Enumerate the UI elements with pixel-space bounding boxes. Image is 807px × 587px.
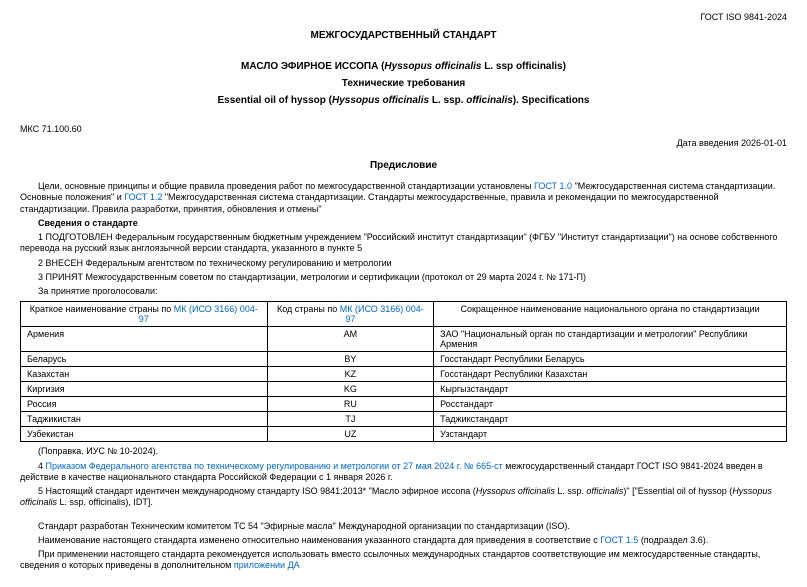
paragraph-order: 4 Приказом Федерального агентства по тех… [20, 461, 787, 484]
paragraph-prepared: 1 ПОДГОТОВЛЕН Федеральным государственны… [20, 232, 787, 255]
cell-org: Госстандарт Республики Беларусь [434, 352, 787, 367]
paragraph-goals: Цели, основные принципы и общие правила … [20, 181, 787, 215]
cell-country: Беларусь [21, 352, 268, 367]
cell-code: BY [267, 352, 434, 367]
table-row: РоссияRUРосстандарт [21, 397, 787, 412]
subtitle-ru: Технические требования [20, 78, 787, 89]
cell-org: ЗАО "Национальный орган по стандартизаци… [434, 327, 787, 352]
cell-org: Таджикстандарт [434, 412, 787, 427]
link-gost-1-5[interactable]: ГОСТ 1.5 [600, 535, 638, 545]
cell-code: TJ [267, 412, 434, 427]
paragraph-tc: Стандарт разработан Техническим комитето… [20, 521, 787, 532]
paragraph-amendment: (Поправка. ИУС № 10-2024). [20, 446, 787, 457]
paragraph-voted: За принятие проголосовали: [20, 286, 787, 297]
preface-heading: Предисловие [20, 160, 787, 171]
table-row: АрменияAMЗАО "Национальный орган по стан… [21, 327, 787, 352]
cell-code: KZ [267, 367, 434, 382]
info-heading: Сведения о стандарте [20, 218, 787, 229]
table-row: КиргизияKGКыргызстандарт [21, 382, 787, 397]
cell-country: Узбекистан [21, 427, 268, 442]
cell-org: Госстандарт Республики Казахстан [434, 367, 787, 382]
table-row: УзбекистанUZУзстандарт [21, 427, 787, 442]
title-en: Essential oil of hyssop (Hyssopus offici… [20, 95, 787, 106]
cell-country: Казахстан [21, 367, 268, 382]
paragraph-references: При применении настоящего стандарта реко… [20, 549, 787, 572]
cell-country: Армения [21, 327, 268, 352]
table-header-row: Краткое наименование страны по МК (ИСО 3… [21, 302, 787, 327]
cell-org: Кыргызстандарт [434, 382, 787, 397]
paragraph-naming: Наименование настоящего стандарта измене… [20, 535, 787, 546]
title-ru: МАСЛО ЭФИРНОЕ ИССОПА (Hyssopus officinal… [20, 61, 787, 72]
cell-code: KG [267, 382, 434, 397]
table-row: КазахстанKZГосстандарт Республики Казахс… [21, 367, 787, 382]
link-gost-1-2[interactable]: ГОСТ 1.2 [124, 192, 162, 202]
link-order[interactable]: Приказом Федерального агентства по техни… [46, 461, 503, 471]
main-title: МЕЖГОСУДАРСТВЕННЫЙ СТАНДАРТ [20, 30, 787, 41]
col-country: Краткое наименование страны по МК (ИСО 3… [21, 302, 268, 327]
cell-code: AM [267, 327, 434, 352]
cell-code: RU [267, 397, 434, 412]
mks-code: МКС 71.100.60 [20, 124, 787, 134]
cell-org: Узстандарт [434, 427, 787, 442]
cell-country: Россия [21, 397, 268, 412]
cell-country: Таджикистан [21, 412, 268, 427]
cell-country: Киргизия [21, 382, 268, 397]
cell-code: UZ [267, 427, 434, 442]
paragraph-submitted: 2 ВНЕСЕН Федеральным агентством по техни… [20, 258, 787, 269]
col-org: Сокращенное наименование национального о… [434, 302, 787, 327]
link-mk-2[interactable]: МК (ИСО 3166) 004-97 [340, 304, 424, 324]
table-row: БеларусьBYГосстандарт Республики Беларус… [21, 352, 787, 367]
countries-table: Краткое наименование страны по МК (ИСО 3… [20, 301, 787, 442]
date-introduction: Дата введения 2026-01-01 [20, 138, 787, 148]
link-gost-1-0[interactable]: ГОСТ 1.0 [534, 181, 572, 191]
standard-code: ГОСТ ISO 9841-2024 [20, 12, 787, 22]
col-code: Код страны по МК (ИСО 3166) 004-97 [267, 302, 434, 327]
paragraph-adopted: 3 ПРИНЯТ Межгосударственным советом по с… [20, 272, 787, 283]
cell-org: Росстандарт [434, 397, 787, 412]
table-row: ТаджикистанTJТаджикстандарт [21, 412, 787, 427]
paragraph-identical: 5 Настоящий стандарт идентичен междунаро… [20, 486, 787, 509]
link-appendix-da[interactable]: приложении ДА [234, 560, 300, 570]
